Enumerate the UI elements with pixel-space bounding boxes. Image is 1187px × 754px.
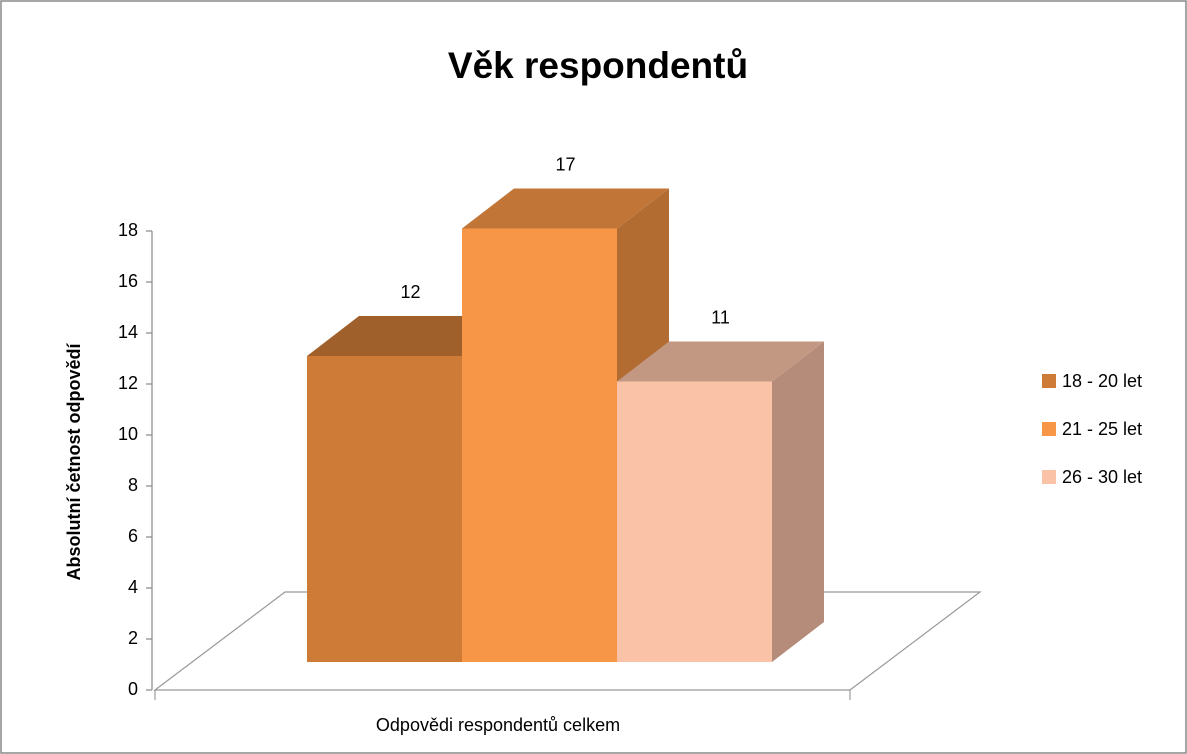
y-tick-label: 14 — [118, 322, 138, 342]
y-tick-label: 0 — [128, 679, 138, 699]
legend-swatch — [1042, 422, 1056, 436]
legend-label: 26 - 30 let — [1062, 467, 1142, 487]
legend-label: 18 - 20 let — [1062, 371, 1142, 391]
bar-top — [462, 188, 669, 229]
value-label: 17 — [555, 154, 575, 174]
floor — [153, 591, 982, 691]
legend-label: 21 - 25 let — [1062, 419, 1142, 439]
bar — [617, 381, 772, 662]
bar — [462, 228, 617, 662]
y-tick-label: 8 — [128, 475, 138, 495]
y-tick-label: 16 — [118, 271, 138, 291]
x-tick-label: Odpovědi respondentů celkem — [376, 715, 620, 735]
y-tick-label: 18 — [118, 220, 138, 240]
y-tick-label: 12 — [118, 373, 138, 393]
bar-side — [772, 341, 824, 662]
legend-swatch — [1042, 374, 1056, 388]
chart-title: Věk respondentů — [448, 45, 748, 86]
y-tick-label: 4 — [128, 577, 138, 597]
bar — [307, 356, 462, 662]
legend-swatch — [1042, 470, 1056, 484]
y-tick-label: 2 — [128, 628, 138, 648]
bar-top — [617, 341, 824, 382]
y-axis-title: Absolutní četnost odpovědí — [64, 343, 84, 581]
value-label: 12 — [400, 282, 420, 302]
y-tick-label: 6 — [128, 526, 138, 546]
y-tick-label: 10 — [118, 424, 138, 444]
value-label: 11 — [711, 307, 730, 327]
